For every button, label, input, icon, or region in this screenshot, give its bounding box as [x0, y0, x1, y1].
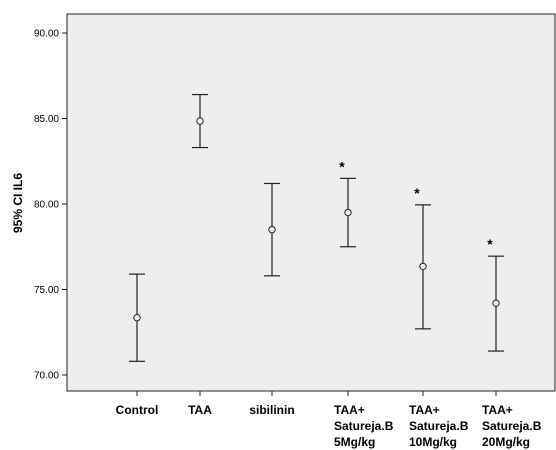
y-axis-label: 95% CI IL6: [11, 173, 25, 233]
mean-point: [268, 225, 276, 234]
mean-point: [344, 208, 352, 217]
y-tick-label: 80.00: [34, 200, 59, 211]
plot-area: [66, 13, 556, 392]
significance-marker: *: [414, 185, 420, 201]
significance-marker: *: [487, 236, 493, 252]
y-tick-label: 70.00: [34, 371, 59, 382]
x-category-label: TAA: [188, 403, 212, 417]
x-category-label: Satureja.B: [482, 419, 542, 433]
mean-point: [492, 299, 500, 307]
significance-marker: *: [339, 158, 345, 174]
y-tick-label: 85.00: [34, 114, 59, 125]
x-category-label: 5Mg/kg: [334, 435, 375, 449]
x-category-label: sibilinin: [249, 403, 294, 417]
y-tick-label: 75.00: [34, 285, 59, 296]
mean-point: [419, 262, 427, 271]
x-category-label: Satureja.B: [409, 419, 469, 433]
x-category-label: TAA+: [334, 403, 365, 417]
mean-point: [133, 314, 141, 322]
x-category-label: Control: [116, 403, 159, 417]
x-category-label: Satureja.B: [334, 419, 394, 433]
x-category-label: 20Mg/kg: [482, 435, 530, 449]
mean-point: [196, 117, 204, 125]
x-category-label: TAA+: [409, 403, 440, 417]
y-tick-label: 90.00: [34, 29, 59, 40]
x-category-label: TAA+: [482, 403, 513, 417]
x-category-label: 10Mg/kg: [409, 435, 457, 449]
